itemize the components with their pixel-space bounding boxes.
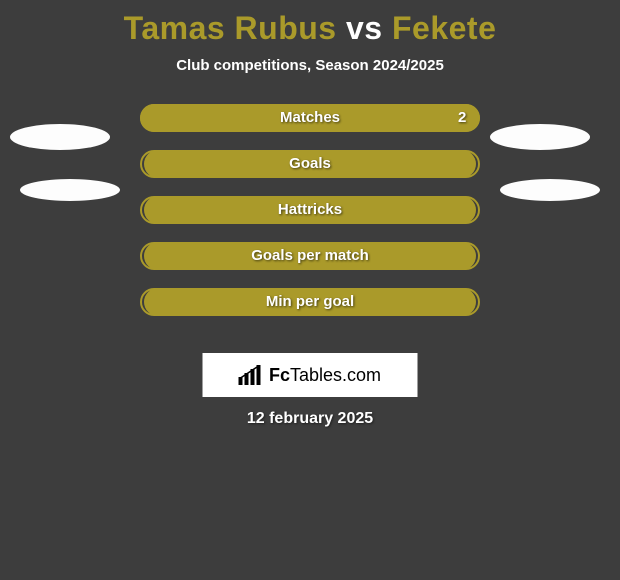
comparison-row: Hattricks — [0, 196, 620, 242]
right-ellipse — [500, 179, 600, 201]
bar-label: Hattricks — [278, 196, 342, 224]
left-ellipse — [20, 179, 120, 201]
fctables-logo: FcTables.com — [203, 353, 418, 397]
bar-value-right: 2 — [458, 104, 466, 132]
comparison-row: Goals per match — [0, 242, 620, 288]
subtitle: Club competitions, Season 2024/2025 — [0, 57, 620, 74]
left-ellipse — [10, 124, 110, 150]
comparison-row: Min per goal — [0, 288, 620, 334]
logo-text: FcTables.com — [269, 365, 381, 386]
logo-text-left: Fc — [269, 365, 290, 385]
title-player2: Fekete — [392, 10, 496, 46]
bars-icon — [239, 365, 265, 385]
right-ellipse — [490, 124, 590, 150]
title-vs: vs — [346, 10, 383, 46]
bar-label: Goals — [289, 150, 331, 178]
page-title: Tamas Rubus vs Fekete — [0, 0, 620, 47]
bar-label: Matches — [280, 104, 340, 132]
date-text: 12 february 2025 — [247, 410, 373, 428]
title-player1: Tamas Rubus — [124, 10, 337, 46]
logo-text-right: Tables.com — [290, 365, 381, 385]
bar-label: Min per goal — [266, 288, 354, 316]
bar-label: Goals per match — [251, 242, 369, 270]
